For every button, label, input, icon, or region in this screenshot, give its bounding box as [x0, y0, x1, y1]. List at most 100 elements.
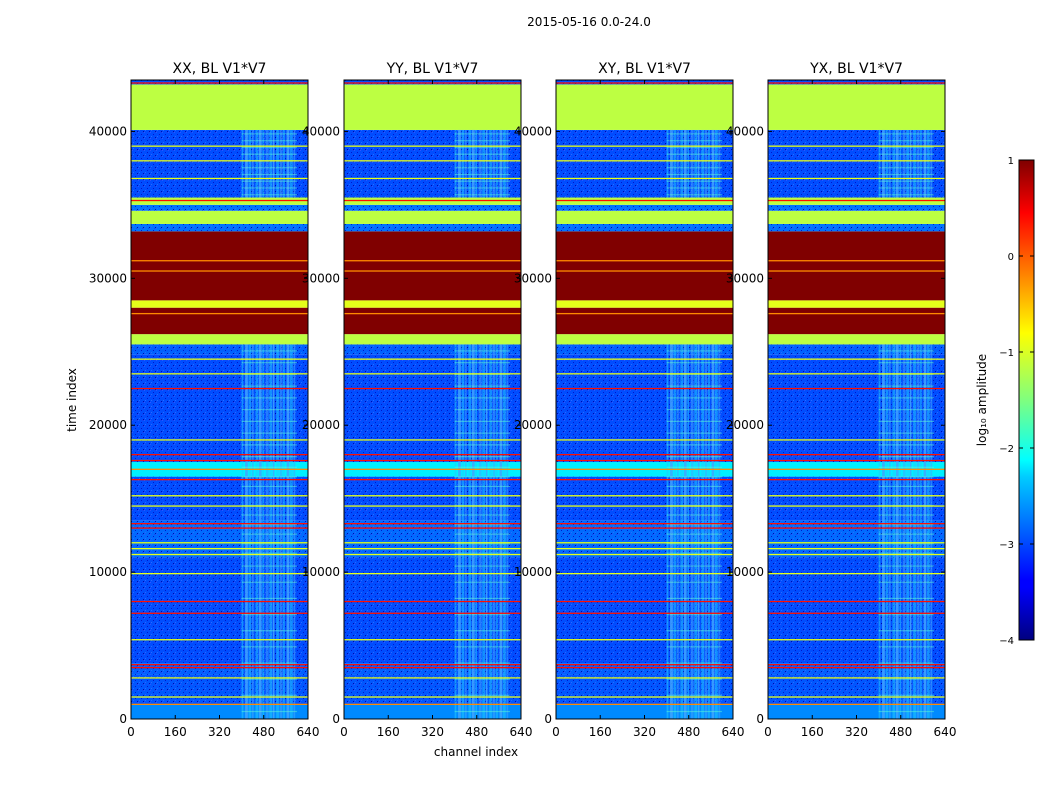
channel-stripe	[286, 129, 290, 198]
channel-stripe	[676, 129, 679, 198]
channel-stripe	[506, 461, 509, 558]
channel-cell-row	[878, 646, 934, 648]
channel-stripe	[909, 129, 912, 198]
channel-stripe	[913, 129, 916, 198]
band-noise-13	[344, 223, 521, 232]
channel-cell-row	[878, 514, 934, 516]
channel-cell-row	[241, 350, 297, 352]
channel-stripe	[492, 557, 496, 719]
band-16	[768, 197, 945, 205]
channel-stripe	[708, 461, 710, 558]
flag-line-28	[344, 177, 521, 180]
flag-line-4	[131, 664, 308, 666]
channel-stripe	[690, 461, 694, 558]
channel-cell-row	[878, 133, 934, 135]
channel-cell-row	[878, 362, 934, 364]
flag-line-26	[131, 260, 308, 262]
channel-stripe	[694, 344, 698, 462]
channel-cell-row	[454, 523, 510, 526]
channel-cell-row	[666, 432, 722, 434]
flag-line-22	[131, 373, 308, 375]
channel-stripe	[680, 129, 684, 198]
band-18	[556, 84, 733, 130]
channel-stripe	[920, 461, 922, 558]
channel-stripe	[902, 129, 906, 198]
channel-cell-row	[454, 420, 510, 422]
channel-stripe	[694, 461, 698, 558]
flag-line-10	[768, 548, 945, 550]
channel-stripe	[888, 461, 891, 558]
channel-cell-row	[241, 153, 297, 155]
channel-stripe	[482, 129, 486, 198]
channel-stripe	[468, 557, 472, 719]
band-noise-8	[768, 344, 945, 355]
channel-stripe	[499, 129, 503, 198]
channel-stripe	[255, 557, 259, 719]
flag-line-30	[768, 145, 945, 147]
x-tick-label: 480	[252, 725, 275, 739]
channel-stripe	[458, 344, 461, 462]
channel-stripe	[683, 461, 687, 558]
flag-line-12	[344, 527, 521, 529]
channel-cell-row	[241, 409, 297, 411]
channel-stripe	[909, 557, 912, 719]
channel-cell-row	[241, 485, 297, 488]
channel-stripe	[241, 557, 244, 719]
channel-cell-row	[666, 613, 722, 616]
flag-line-5	[344, 639, 521, 641]
channel-stripe	[895, 461, 899, 558]
y-tick-label: 30000	[514, 271, 552, 285]
channel-stripe	[673, 129, 677, 198]
channel-cell-row	[666, 146, 722, 149]
band-11	[768, 300, 945, 308]
channel-stripe	[492, 461, 496, 558]
channel-stripe	[670, 461, 673, 558]
channel-stripe	[666, 344, 669, 462]
channel-cell-row	[878, 710, 934, 713]
channel-stripe	[454, 344, 457, 462]
channel-stripe	[676, 461, 679, 558]
flag-line-14	[344, 505, 521, 507]
flag-line-27	[768, 199, 945, 202]
flag-line-29	[131, 160, 308, 162]
channel-cell-row	[241, 662, 297, 664]
y-axis-label: time index	[65, 368, 79, 432]
band-16	[344, 197, 521, 205]
channel-stripe	[290, 557, 293, 719]
channel-stripe	[499, 557, 503, 719]
channel-stripe	[916, 129, 920, 198]
flag-line-25	[768, 270, 945, 272]
channel-stripe	[715, 129, 718, 198]
channel-stripe	[454, 129, 457, 198]
channel-stripe	[506, 129, 509, 198]
flag-line-7	[131, 600, 308, 603]
flag-line-11	[344, 542, 521, 544]
channel-stripe	[269, 129, 273, 198]
flag-line-21	[768, 387, 945, 390]
channel-cell-row	[454, 432, 510, 434]
channel-stripe	[670, 344, 673, 462]
flag-line-18	[556, 459, 733, 462]
channel-cell-row	[241, 581, 297, 583]
y-tick-label: 0	[119, 712, 127, 726]
channel-stripe	[499, 344, 503, 462]
channel-stripe	[283, 344, 285, 462]
channel-stripe	[251, 557, 254, 719]
channel-stripe	[461, 344, 465, 462]
channel-cell-row	[878, 630, 934, 632]
flag-line-20	[344, 439, 521, 441]
channel-cell-row	[666, 662, 722, 664]
channel-cell-row	[241, 533, 297, 535]
flag-line-7	[556, 600, 733, 603]
channel-stripe	[927, 129, 930, 198]
channel-stripe	[269, 344, 273, 462]
channel-cell-row	[241, 694, 297, 696]
channel-stripe	[920, 557, 922, 719]
channel-cell-row	[878, 456, 934, 458]
channel-cell-row	[666, 385, 722, 387]
flag-line-0	[556, 703, 733, 706]
channel-stripe	[503, 129, 506, 198]
channel-cell-row	[454, 153, 510, 155]
channel-stripe	[279, 461, 283, 558]
channel-cell-row	[878, 444, 934, 446]
